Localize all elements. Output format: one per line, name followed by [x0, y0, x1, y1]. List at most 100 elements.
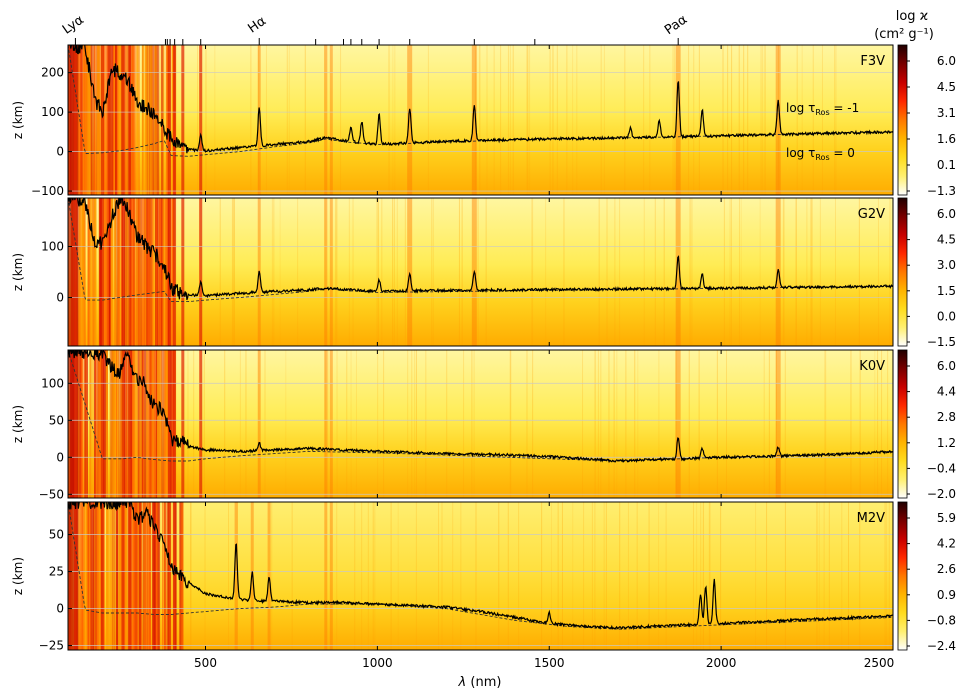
spectral-band: [73, 350, 77, 498]
y-tick-label: 100: [41, 105, 64, 119]
spectral-band: [324, 45, 328, 195]
colorbar: [897, 44, 908, 196]
colorbar-title-line1: log ϰ: [896, 9, 929, 24]
x-axis-label: λ (nm): [458, 675, 502, 690]
y-tick-label: −50: [39, 487, 64, 501]
spectral-band: [173, 45, 177, 195]
y-tick-label: 50: [49, 413, 64, 427]
spectral-band: [199, 350, 203, 498]
spectral-band: [324, 198, 328, 346]
tau-0-line: [68, 502, 893, 630]
spectral-band: [324, 502, 328, 650]
spectral-band: [234, 502, 238, 650]
x-tick-label: 2000: [706, 656, 737, 670]
spectral-band: [128, 350, 132, 498]
spectral-band: [181, 45, 185, 195]
y-tick-label: 100: [41, 376, 64, 390]
colorbar-tick-label: 2.6: [937, 562, 956, 576]
colorbar-title-line2: (cm² g⁻¹): [874, 27, 934, 42]
y-tick-label: 25: [49, 565, 64, 579]
spectral-band: [100, 198, 104, 346]
y-tick-label: 100: [41, 239, 64, 253]
spectral-band: [329, 198, 333, 346]
star-label: M2V: [857, 511, 885, 526]
y-tick-label: −100: [31, 184, 64, 198]
spectral-band: [167, 350, 171, 498]
x-tick-label: 2500: [864, 656, 895, 670]
tau-minus1-line: [68, 350, 893, 464]
spectral-band: [329, 502, 333, 650]
spectral-band: [121, 45, 125, 195]
y-axis-label: z (km): [11, 557, 25, 595]
star-label: F3V: [860, 54, 885, 69]
colorbar-tick-label: 4.5: [937, 233, 956, 247]
colorbar-tick-label: −0.4: [927, 461, 956, 475]
x-tick-label: 1000: [362, 656, 393, 670]
spectral-band: [73, 502, 77, 650]
colorbar-tick-label: 1.2: [937, 436, 956, 450]
star-label: K0V: [859, 359, 885, 374]
line-marker-label: Lyα: [60, 13, 87, 38]
panel-frame: [67, 501, 894, 651]
spectral-band: [128, 45, 132, 195]
spectral-band: [324, 350, 328, 498]
heatmap-background: [68, 45, 893, 195]
y-tick-label: 0: [56, 291, 64, 305]
tau-0-line: [68, 350, 893, 462]
colorbar-tick-label: −2.4: [927, 639, 956, 653]
colorbar: [897, 349, 908, 499]
colorbar-tick-label: 6.0: [937, 207, 956, 221]
colorbar-tick-label: 5.9: [937, 511, 956, 525]
spectral-band: [128, 198, 132, 346]
spectral-band: [257, 350, 261, 498]
colorbar-tick-label: 0.9: [937, 588, 956, 602]
spectral-band: [329, 350, 333, 498]
colorbar-tick-label: 4.5: [937, 80, 956, 94]
spectral-band: [173, 502, 177, 650]
line-marker-label: Hα: [245, 14, 269, 37]
line-marker-label: Paα: [662, 12, 690, 38]
tau-minus1-line: [68, 502, 893, 631]
spectral-band: [167, 502, 171, 650]
colorbar-tick-label: −0.8: [927, 613, 956, 627]
colorbar-tick-label: 2.8: [937, 410, 956, 424]
y-axis-label: z (km): [11, 101, 25, 139]
y-tick-label: 0: [56, 602, 64, 616]
spectral-band: [181, 350, 185, 498]
top-axis: Lyα Hα Paα: [60, 12, 690, 45]
panel-k0v: −50 0 50 100 z (km) K0V −2.0 −0.4 1.2 2.8 4.4 6.0: [11, 349, 956, 501]
spectral-band: [100, 502, 104, 650]
spectral-band: [267, 502, 271, 650]
spectral-band: [257, 45, 261, 195]
spectral-band: [100, 350, 104, 498]
colorbar-tick-label: 6.0: [937, 359, 956, 373]
colorbar-tick-label: −2.0: [927, 487, 956, 501]
spectral-band: [121, 350, 125, 498]
spectral-band: [775, 350, 781, 498]
spectral-band: [128, 502, 132, 650]
panel-g2v: 0 100 z (km) G2V −1.5 0.0 1.5 3.0 4.5 6.0: [11, 197, 956, 349]
spectral-band: [407, 198, 413, 346]
y-tick-label: 50: [49, 528, 64, 542]
panel-f3v: −100 0 100 200 z (km) F3V −1.3 0.1 1.6 3.1 4.5 6.0: [11, 44, 956, 198]
colorbar-tick-label: −1.5: [927, 335, 956, 349]
spectral-band: [173, 198, 177, 346]
y-tick-label: −25: [39, 639, 64, 653]
star-label: G2V: [858, 207, 885, 222]
spectral-band: [675, 45, 681, 195]
colorbar-tick-label: 1.6: [937, 132, 956, 146]
heatmap-background: [68, 198, 893, 346]
colorbar-tick-label: 0.0: [937, 309, 956, 323]
tau-0-label: log τRos = 0: [786, 146, 855, 162]
panel-frame: [67, 197, 894, 347]
colorbar: [897, 501, 908, 651]
spectral-band: [73, 198, 77, 346]
spectral-band: [675, 350, 681, 498]
spectral-band: [775, 45, 781, 195]
spectral-band: [199, 198, 203, 346]
spectral-band: [121, 198, 125, 346]
bottom-axis: 500 1000 1500 2000 2500: [194, 656, 894, 670]
colorbar: [897, 197, 908, 347]
x-tick-label: 500: [194, 656, 217, 670]
